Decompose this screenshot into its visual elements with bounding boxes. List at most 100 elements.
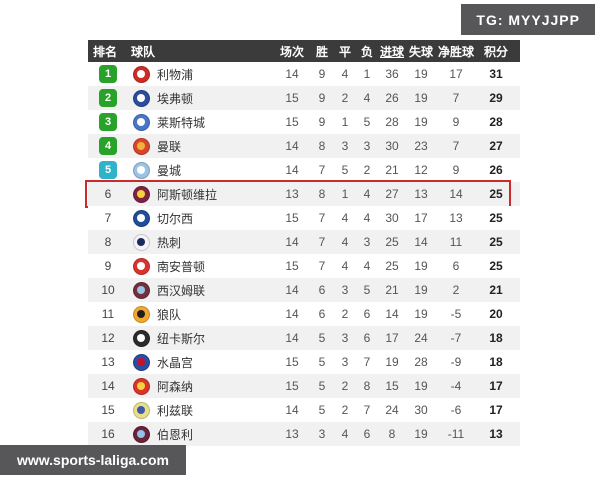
goal-diff-cell: -9 <box>450 355 462 369</box>
losses-cell: 6 <box>363 331 371 345</box>
rank-number: 13 <box>101 355 115 369</box>
rank-cell: 10 <box>88 283 128 297</box>
team-name-link[interactable]: 曼城 <box>157 163 182 178</box>
wins-cell: 7 <box>318 259 326 273</box>
rank-cell: 15 <box>88 403 128 417</box>
crest-cell <box>128 161 154 179</box>
team-name-link[interactable]: 水晶宫 <box>157 355 194 370</box>
league-table: 排名 球队 场次胜平负进球 失球 净胜球 积分 1 利物浦 14 9 4 1 36 19 … <box>85 40 520 446</box>
team-name-link[interactable]: 埃弗顿 <box>157 91 194 106</box>
losses-cell: 5 <box>363 115 371 129</box>
played-cell: 13 <box>285 187 299 201</box>
wins-cell: 5 <box>318 403 326 417</box>
team-name-link[interactable]: 阿斯顿维拉 <box>157 187 218 202</box>
played-cell: 15 <box>285 259 299 273</box>
wins-cell: 5 <box>318 379 326 393</box>
goals-for-cell: 14 <box>385 307 399 321</box>
column-header-pts[interactable]: 积分 <box>483 44 508 59</box>
rank-number: 6 <box>104 187 112 201</box>
played-cell: 14 <box>285 283 299 297</box>
team-name-link[interactable]: 南安普顿 <box>157 259 206 274</box>
points-cell: 25 <box>489 259 503 273</box>
losses-cell: 4 <box>363 91 371 105</box>
goals-against-cell: 19 <box>414 283 428 297</box>
rank-cell: 7 <box>88 211 128 225</box>
wins-cell: 5 <box>318 331 326 345</box>
goals-for-cell: 27 <box>385 187 399 201</box>
column-header-ga[interactable]: 失球 <box>408 44 433 59</box>
goal-diff-cell: 9 <box>452 115 460 129</box>
played-cell: 13 <box>285 427 299 441</box>
wins-cell: 5 <box>318 355 326 369</box>
team-crest-inner <box>137 190 145 198</box>
rank-number: 9 <box>104 259 112 273</box>
rank-cell: 11 <box>88 307 128 321</box>
team-crest-inner <box>137 310 145 318</box>
team-name-link[interactable]: 西汉姆联 <box>157 283 206 298</box>
rank-cell: 12 <box>88 331 128 345</box>
team-name-link[interactable]: 阿森纳 <box>157 379 194 394</box>
draws-cell: 1 <box>341 187 349 201</box>
played-cell: 15 <box>285 379 299 393</box>
team-name-link[interactable]: 利物浦 <box>157 67 194 82</box>
goals-for-cell: 25 <box>385 235 399 249</box>
wins-cell: 6 <box>318 307 326 321</box>
table-row: 1 利物浦 14 9 4 1 36 19 17 31 <box>88 62 520 86</box>
team-crest-icon <box>132 305 150 323</box>
team-crest-icon <box>132 233 150 251</box>
team-crest-icon <box>132 137 150 155</box>
column-header-draw[interactable]: 平 <box>338 44 351 59</box>
goals-against-cell: 12 <box>414 163 428 177</box>
column-header-loss[interactable]: 负 <box>360 44 373 59</box>
goals-for-cell: 15 <box>385 379 399 393</box>
team-crest-icon <box>132 257 150 275</box>
rank-cell: 3 <box>88 113 128 131</box>
team-name-link[interactable]: 莱斯特城 <box>157 115 206 130</box>
team-crest-icon <box>132 425 150 443</box>
losses-cell: 8 <box>363 379 371 393</box>
team-crest-icon <box>132 161 150 179</box>
goal-diff-cell: 11 <box>449 235 463 249</box>
rank-number: 11 <box>101 307 115 321</box>
team-name-link[interactable]: 切尔西 <box>157 211 194 226</box>
wins-cell: 7 <box>318 235 326 249</box>
team-name-link[interactable]: 利兹联 <box>157 403 194 418</box>
crest-cell <box>128 305 154 323</box>
team-name-link[interactable]: 热刺 <box>157 235 182 250</box>
draws-cell: 5 <box>341 163 349 177</box>
team-name-link[interactable]: 纽卡斯尔 <box>157 331 206 346</box>
team-crest-inner <box>137 262 145 270</box>
rank-cell: 4 <box>88 137 128 155</box>
column-header-gf[interactable]: 进球 <box>379 44 404 59</box>
losses-cell: 7 <box>363 355 371 369</box>
crest-cell <box>128 113 154 131</box>
goal-diff-cell: 2 <box>452 283 460 297</box>
losses-cell: 4 <box>363 211 371 225</box>
column-header-played[interactable]: 场次 <box>279 44 304 59</box>
played-cell: 14 <box>285 403 299 417</box>
rank-number: 7 <box>104 211 112 225</box>
table-row: 12 纽卡斯尔 14 5 3 6 17 24 -7 18 <box>88 326 520 350</box>
goal-diff-cell: -4 <box>450 379 462 393</box>
team-crest-inner <box>137 118 145 126</box>
wins-cell: 3 <box>318 427 326 441</box>
losses-cell: 5 <box>363 283 371 297</box>
crest-cell <box>128 329 154 347</box>
points-cell: 18 <box>489 331 503 345</box>
goals-against-cell: 19 <box>414 379 428 393</box>
team-name-link[interactable]: 狼队 <box>157 307 182 322</box>
column-header-gd[interactable]: 净胜球 <box>437 44 474 59</box>
goals-for-cell: 30 <box>385 139 399 153</box>
rank-number: 10 <box>101 283 115 297</box>
points-cell: 25 <box>489 211 503 225</box>
crest-cell <box>128 209 154 227</box>
losses-cell: 7 <box>363 403 371 417</box>
team-name-link[interactable]: 曼联 <box>157 139 182 154</box>
losses-cell: 4 <box>363 259 371 273</box>
crest-cell <box>128 425 154 443</box>
rank-badge: 4 <box>99 137 117 155</box>
points-cell: 13 <box>489 427 503 441</box>
column-header-win[interactable]: 胜 <box>315 44 328 59</box>
team-name-link[interactable]: 伯恩利 <box>157 427 194 442</box>
goals-for-cell: 28 <box>385 115 399 129</box>
